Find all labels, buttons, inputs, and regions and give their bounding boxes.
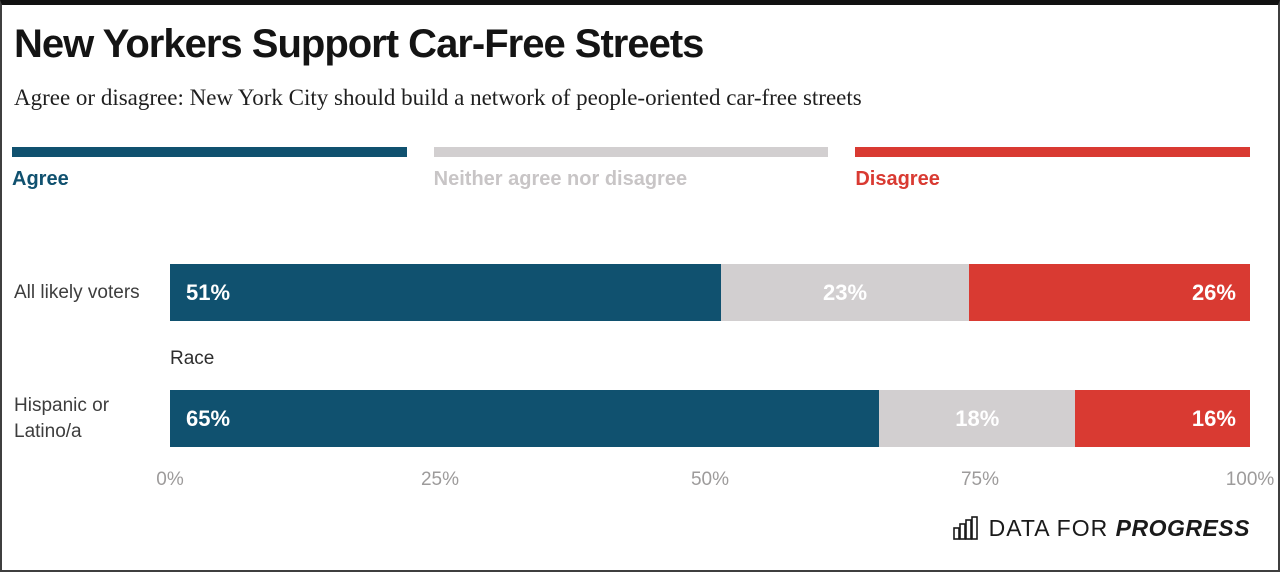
bar-segment-agree: 65% — [170, 390, 880, 447]
x-axis-tick: 50% — [690, 469, 730, 490]
x-axis-tick: 0% — [156, 469, 184, 490]
segment-value-label: 51% — [186, 279, 231, 305]
x-axis-tick: 75% — [960, 469, 1000, 490]
x-axis-tick: 25% — [420, 469, 460, 490]
legend-swatch-agree — [12, 147, 407, 157]
legend-item-disagree: Disagree — [855, 147, 1250, 192]
segment-value-label: 65% — [186, 405, 231, 431]
chart-title: New Yorkers Support Car-Free Streets — [14, 22, 704, 66]
bar-row-hispanic-latino: Hispanic or Latino/a 65% 18% 16% — [4, 390, 1250, 447]
legend-label-neither: Neither agree nor disagree — [433, 168, 688, 190]
legend-swatch-neither — [433, 147, 829, 157]
segment-value-label: 23% — [822, 279, 868, 305]
row-label-hispanic-latino: Hispanic or Latino/a — [14, 394, 110, 442]
legend-label-agree: Agree — [12, 168, 69, 190]
bar-segment-disagree: 16% — [1075, 390, 1250, 447]
race-section-label: Race — [170, 348, 215, 369]
bar-segment-neither: 18% — [879, 390, 1076, 447]
stacked-bar-hispanic-latino: 65% 18% 16% — [170, 390, 1250, 447]
legend-label-disagree: Disagree — [855, 168, 940, 190]
legend-swatch-disagree — [855, 147, 1250, 157]
bar-segment-neither: 23% — [720, 264, 970, 321]
chart-subtitle: Agree or disagree: New York City should … — [14, 85, 862, 110]
row-label-all-likely-voters: All likely voters — [14, 281, 140, 303]
brand-suffix: PROGRESS — [1115, 515, 1250, 541]
legend-item-agree: Agree — [12, 147, 407, 192]
segment-value-label: 16% — [1191, 405, 1236, 431]
stacked-bar-chart: All likely voters 51% 23% 26% Race Hispa… — [2, 264, 1278, 493]
legend: Agree Neither agree nor disagree Disagre… — [12, 147, 1250, 192]
brand-text: DATA FOR PROGRESS — [989, 515, 1250, 542]
segment-value-label: 18% — [955, 405, 1000, 431]
stacked-bar-all-likely-voters: 51% 23% 26% — [170, 264, 1250, 321]
segment-value-label: 26% — [1191, 279, 1236, 305]
bar-segment-agree: 51% — [170, 264, 721, 321]
legend-item-neither: Neither agree nor disagree — [433, 147, 829, 192]
bar-segment-disagree: 26% — [969, 264, 1250, 321]
x-axis-tick: 100% — [1225, 469, 1275, 490]
bar-row-all-likely-voters: All likely voters 51% 23% 26% — [4, 264, 1250, 321]
bar-chart-icon — [952, 516, 978, 540]
footer-brand: DATA FOR PROGRESS — [2, 515, 1250, 542]
x-axis: 0% 25% 50% 75% 100% — [156, 469, 1274, 493]
brand-prefix: DATA FOR — [988, 515, 1109, 541]
